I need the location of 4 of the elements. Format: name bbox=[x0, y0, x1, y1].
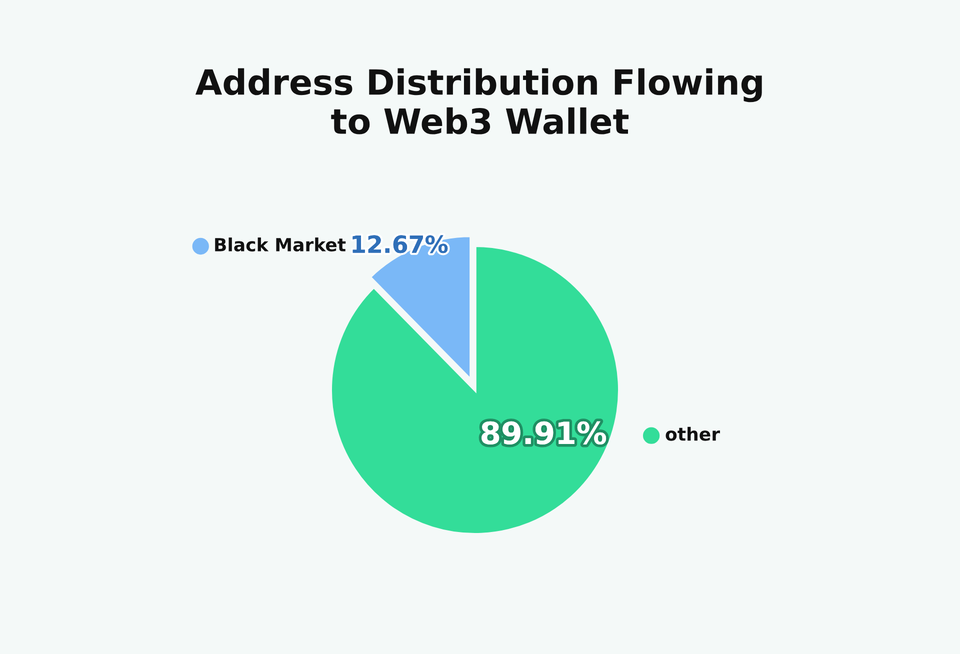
legend-label: Black Market bbox=[215, 238, 346, 252]
data-label: 89.91% bbox=[482, 421, 606, 444]
legend-label: other bbox=[666, 426, 720, 441]
chart-title: Address Distribution Flowing to Web3 Wallet bbox=[195, 68, 762, 134]
